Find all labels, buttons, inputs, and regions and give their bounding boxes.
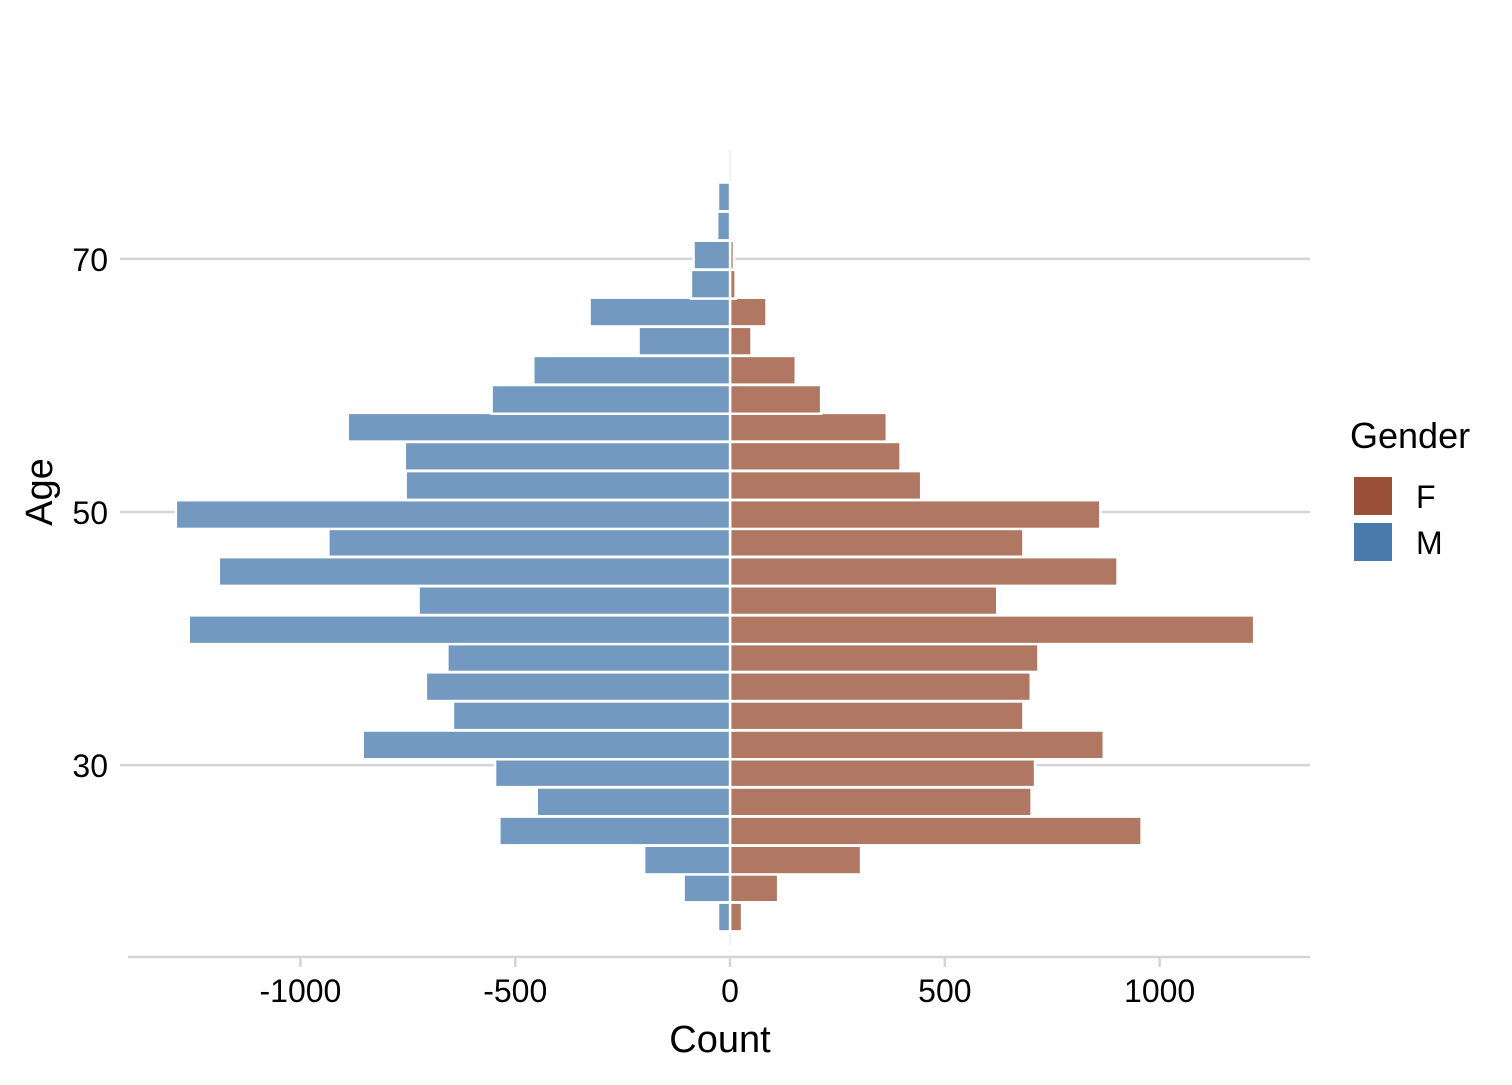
bar-m-age-65.8 <box>588 296 732 328</box>
bar-m-age-54.4 <box>403 440 732 472</box>
bar-f-age-61.2 <box>728 354 798 386</box>
bar-m-age-49.8 <box>174 498 732 531</box>
bar-f-age-33.9 <box>728 700 1025 732</box>
bar-m-age-74.9 <box>716 181 732 213</box>
x-tick-label--500: -500 <box>483 973 547 1009</box>
bar-m-age-33.9 <box>451 700 732 732</box>
bar-f-age-40.7 <box>728 614 1256 646</box>
bar-m-age-63.5 <box>637 325 732 357</box>
x-tick-label-1000: 1000 <box>1124 973 1195 1009</box>
y-axis-title: Age <box>19 458 61 526</box>
bar-f-age-56.7 <box>728 411 889 443</box>
bar-m-age-31.6 <box>361 729 732 761</box>
bar-f-age-22.5 <box>728 844 863 876</box>
bar-f-age-43 <box>728 585 999 617</box>
y-tick-label-30: 30 <box>72 748 108 784</box>
bars-layer <box>174 181 1256 933</box>
legend-swatch-m <box>1354 523 1392 561</box>
bar-f-age-58.9 <box>728 383 823 416</box>
x-tick-label-0: 0 <box>721 973 739 1009</box>
legend-items: FM <box>1354 477 1443 561</box>
bar-m-age-47.6 <box>327 526 732 559</box>
legend-swatch-f <box>1354 477 1392 515</box>
bar-m-age-27.1 <box>535 786 732 818</box>
bar-m-age-52.1 <box>404 469 732 502</box>
bar-m-age-29.4 <box>493 757 732 789</box>
bar-f-age-24.8 <box>728 815 1143 847</box>
bar-f-age-36.2 <box>728 671 1033 703</box>
bar-f-age-63.5 <box>728 325 753 357</box>
bar-f-age-29.4 <box>728 757 1037 789</box>
legend-label-m: M <box>1416 525 1443 561</box>
bar-f-age-38.5 <box>728 641 1040 674</box>
bar-f-age-54.4 <box>728 440 902 472</box>
bar-m-age-61.2 <box>532 354 732 386</box>
bar-m-age-22.5 <box>642 844 732 876</box>
x-tick-label-500: 500 <box>918 973 971 1009</box>
bar-f-age-52.1 <box>728 469 923 502</box>
bar-f-age-31.6 <box>728 729 1106 761</box>
x-axis-title: Count <box>669 1019 771 1061</box>
bar-m-age-36.2 <box>424 671 732 703</box>
bar-f-age-18 <box>728 901 744 933</box>
bar-f-age-65.8 <box>728 296 768 328</box>
bar-m-age-72.6 <box>715 210 732 242</box>
bar-m-age-43 <box>417 585 732 617</box>
bar-m-age-38.5 <box>446 641 732 674</box>
legend-label-f: F <box>1416 479 1436 515</box>
bar-m-age-40.7 <box>187 614 732 646</box>
bar-m-age-56.7 <box>346 411 732 443</box>
bar-m-age-70.3 <box>692 239 732 271</box>
bar-m-age-24.8 <box>498 815 732 847</box>
legend-title: Gender <box>1350 415 1470 456</box>
bar-f-age-27.1 <box>728 786 1033 818</box>
bar-m-age-45.3 <box>217 555 732 588</box>
bar-f-age-20.3 <box>728 872 780 904</box>
bar-m-age-20.3 <box>682 872 732 904</box>
y-tick-label-70: 70 <box>72 242 108 278</box>
bar-f-age-47.6 <box>728 526 1025 559</box>
legend: Gender FM <box>1350 415 1470 561</box>
bar-m-age-68 <box>689 268 732 300</box>
axis-layer: 30 50 70 -1000 -500 0 500 1000 <box>72 242 1310 1009</box>
x-tick-label--1000: -1000 <box>260 973 342 1009</box>
bar-f-age-45.3 <box>728 555 1119 588</box>
bar-m-age-58.9 <box>490 383 732 416</box>
bar-f-age-49.8 <box>728 498 1102 531</box>
y-tick-label-50: 50 <box>72 495 108 531</box>
bar-m-age-18 <box>716 901 732 933</box>
